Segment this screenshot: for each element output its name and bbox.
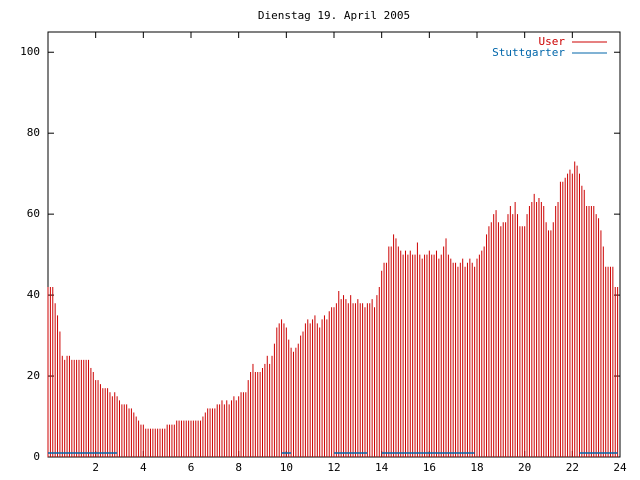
x-tick-label: 10: [280, 461, 293, 474]
x-tick-label: 16: [423, 461, 436, 474]
chart-title: Dienstag 19. April 2005: [258, 9, 410, 22]
legend-label: Stuttgarter: [492, 46, 565, 59]
x-tick-label: 22: [566, 461, 579, 474]
legend-label: User: [539, 35, 566, 48]
x-tick-label: 12: [327, 461, 340, 474]
y-tick-label: 20: [27, 369, 40, 382]
y-tick-label: 60: [27, 207, 40, 220]
y-tick-label: 0: [33, 450, 40, 463]
y-tick-label: 100: [20, 45, 40, 58]
x-tick-label: 14: [375, 461, 389, 474]
x-tick-label: 20: [518, 461, 531, 474]
x-tick-label: 6: [188, 461, 195, 474]
x-tick-label: 24: [613, 461, 627, 474]
x-tick-label: 2: [92, 461, 99, 474]
y-tick-label: 40: [27, 288, 40, 301]
x-tick-label: 18: [470, 461, 483, 474]
y-tick-label: 80: [27, 126, 40, 139]
x-tick-label: 8: [235, 461, 242, 474]
x-tick-label: 4: [140, 461, 147, 474]
